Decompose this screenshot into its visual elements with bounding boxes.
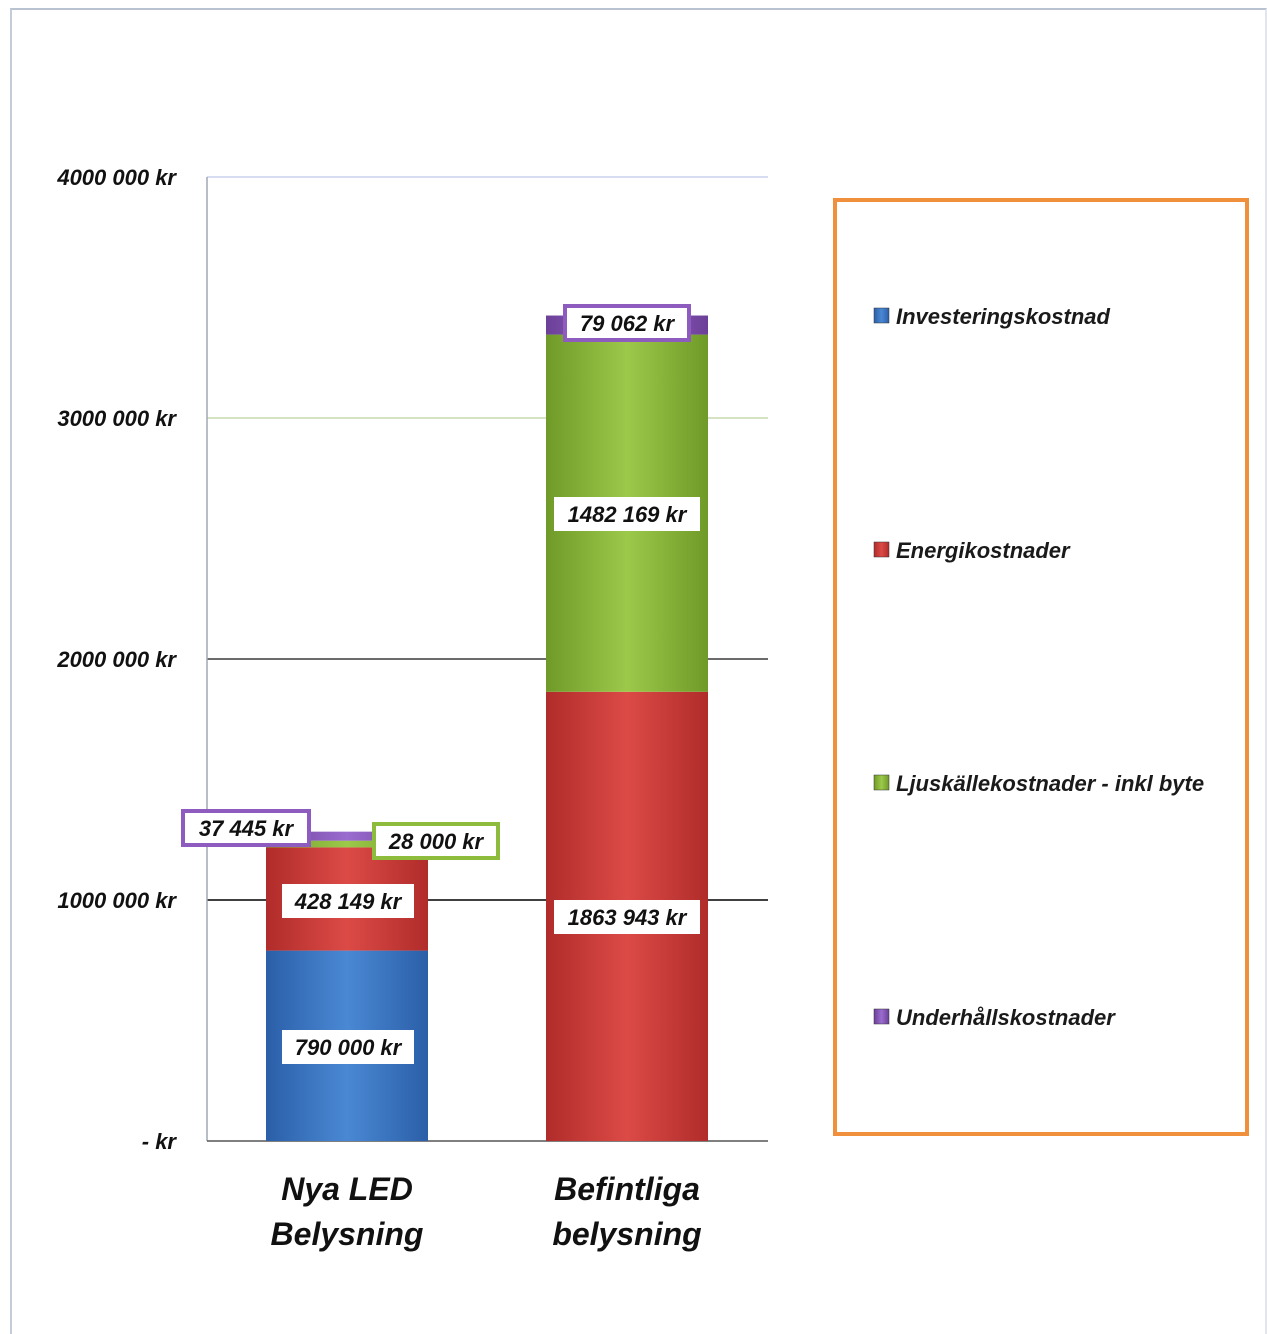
legend-entry-label: Ljuskällekostnader - inkl byte [896,771,1204,796]
y-tick-label: 4000 000 kr [56,165,177,190]
data-label-energi-befintliga-box [554,900,700,934]
legend-entry-label: Energikostnader [896,538,1071,563]
data-label-underhall-led: 37 445 kr [199,816,295,841]
bars [266,315,708,1141]
data-label-ljuskalla-led-box [372,822,500,860]
legend-swatch [873,774,890,791]
data-label-energi-befintliga: 1863 943 kr [568,905,688,930]
axes: - kr 1000 000 kr 2000 000 kr 3000 000 kr 400… [56,165,768,1154]
legend-entry-label: Investeringskostnad [896,304,1111,329]
legend-swatch [873,1008,890,1025]
x-category-label: Befintliga [554,1171,700,1207]
y-tick-label: 3000 000 kr [57,406,177,431]
legend-swatch [873,541,890,558]
legend-swatch [873,307,890,324]
x-category-label: Nya LED [281,1171,413,1207]
data-label-investering-led-box [282,1030,414,1064]
data-label-underhall-befintliga: 79 062 kr [580,311,676,336]
data-labels: 790 000 kr 428 149 kr 28 000 kr 37 445 kr 18… [181,304,700,1064]
data-label-underhall-befintliga-box [563,304,691,342]
legend: Investeringskostnad Energikostnader Ljuskä… [833,198,1249,1136]
bar-segment [266,831,428,841]
legend-box [833,198,1249,1136]
data-label-investering-led: 790 000 kr [295,1035,403,1060]
y-tick-label: 1000 000 kr [57,888,177,913]
data-label-ljuskalla-befintliga-box [554,497,700,531]
y-tick-label: 2000 000 kr [56,647,177,672]
category-labels: Nya LED Belysning Befintliga belysning [271,1171,702,1252]
data-label-ljuskalla-befintliga: 1482 169 kr [568,502,688,527]
x-category-label: belysning [552,1216,701,1252]
data-label-underhall-led-box [181,809,311,847]
legend-entry-label: Underhållskostnader [896,1005,1116,1030]
y-tick-label: - kr [142,1129,178,1154]
data-label-energi-led: 428 149 kr [294,889,403,914]
bar-segment [266,840,428,848]
x-category-label: Belysning [271,1216,424,1252]
data-label-energi-led-box [282,884,414,918]
data-label-ljuskalla-led: 28 000 kr [388,829,485,854]
